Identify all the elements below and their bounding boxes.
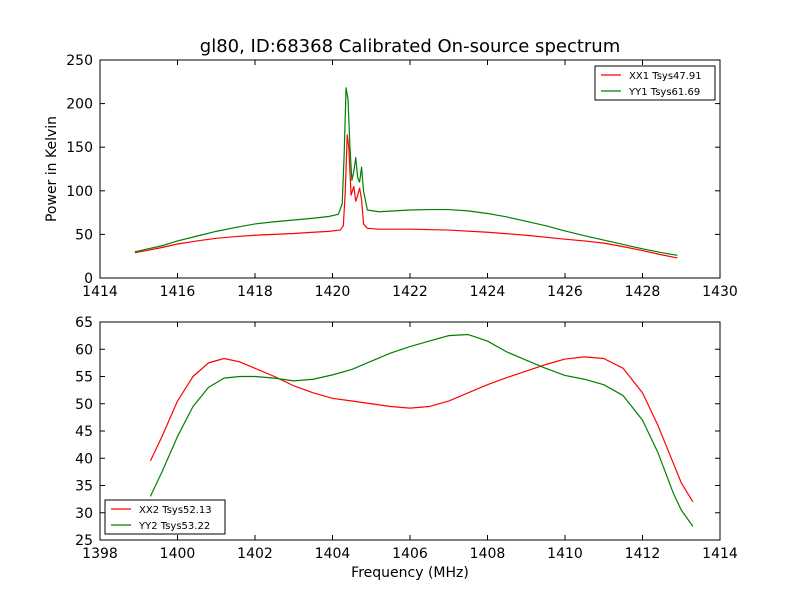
x-tick-label: 1414 [82, 284, 118, 300]
x-tick-label: 1430 [702, 284, 738, 300]
legend-entry: XX2 Tsys52.13 [139, 505, 212, 516]
legend-box [104, 499, 226, 535]
y-axis-label: Power in Kelvin [44, 116, 60, 222]
x-tick-label: 1410 [547, 546, 583, 562]
x-tick-label: 1420 [315, 284, 351, 300]
x-tick-label: 1402 [237, 546, 273, 562]
y-tick-label: 0 [84, 271, 93, 287]
legend-entry: YY1 Tsys61.69 [628, 87, 700, 98]
legend-entry: XX1 Tsys47.91 [629, 71, 702, 82]
y-tick-label: 250 [66, 53, 93, 69]
series-line-2-1 [149, 356, 694, 503]
x-axis-label: Frequency (MHz) [351, 565, 469, 581]
x-tick-label: 1408 [470, 546, 506, 562]
x-tick-label: 1404 [315, 546, 351, 562]
chart-title: gl80, ID:68368 Calibrated On-source spec… [200, 36, 620, 57]
y-tick-label: 200 [66, 97, 93, 113]
y-tick-label: 45 [75, 424, 93, 440]
x-tick-label: 1422 [392, 284, 428, 300]
y-tick-label: 55 [75, 370, 93, 386]
x-tick-label: 1428 [625, 284, 661, 300]
x-tick-label: 1424 [470, 284, 506, 300]
legend-box [594, 65, 716, 101]
y-tick-label: 35 [75, 479, 93, 495]
x-tick-label: 1416 [160, 284, 196, 300]
y-tick-label: 60 [75, 342, 93, 358]
y-tick-label: 25 [75, 533, 93, 549]
y-tick-label: 150 [66, 140, 93, 156]
x-tick-label: 1418 [237, 284, 273, 300]
bottom-spectrum-plot: 1398 1400 1402 1404 1406 1408 1410 1412 1414 25 30… [75, 315, 738, 581]
x-tick-label: 1414 [702, 546, 738, 562]
top-spectrum-plot: 1414 1416 1418 1420 1422 1424 1426 1428 1430 0 50 1… [44, 36, 738, 300]
legend-entry: YY2 Tsys53.22 [138, 521, 210, 532]
series-line-2-2 [149, 333, 694, 527]
y-tick-label: 65 [75, 315, 93, 331]
y-tick-label: 40 [75, 451, 93, 467]
x-tick-label: 1406 [392, 546, 428, 562]
x-tick-label: 1426 [547, 284, 583, 300]
y-tick-label: 50 [75, 227, 93, 243]
x-tick-label: 1398 [82, 546, 118, 562]
y-tick-label: 100 [66, 184, 93, 200]
x-tick-label: 1400 [160, 546, 196, 562]
series-line-1-2 [134, 87, 678, 256]
y-tick-label: 50 [75, 397, 93, 413]
series-line-1-1 [134, 134, 678, 259]
y-tick-label: 30 [75, 506, 93, 522]
x-tick-label: 1412 [625, 546, 661, 562]
